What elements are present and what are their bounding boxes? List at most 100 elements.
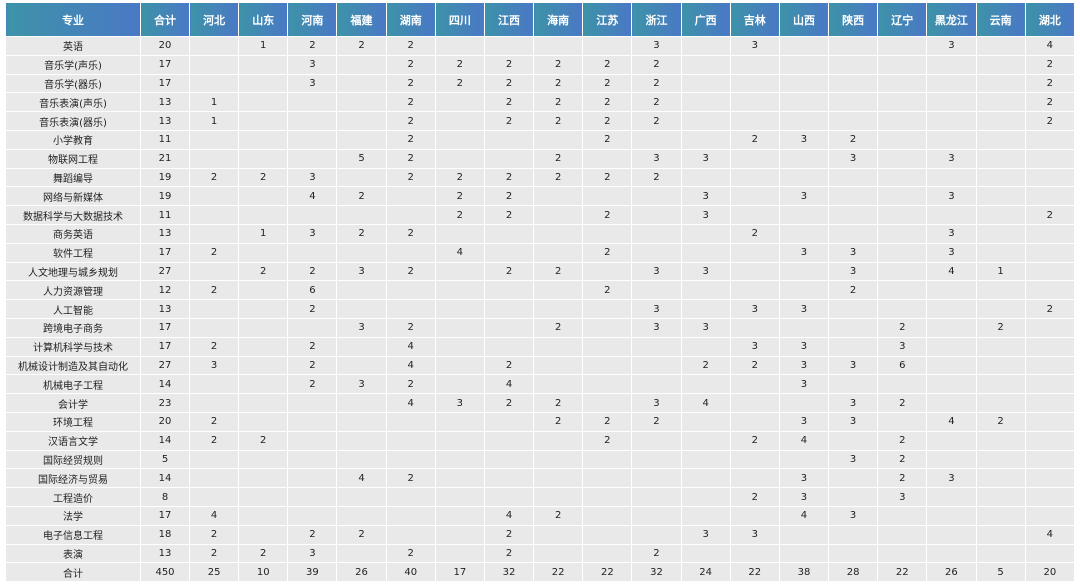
count-cell <box>828 205 879 225</box>
count-cell: 3 <box>680 524 731 545</box>
count-cell <box>483 36 535 56</box>
count-cell: 3 <box>778 129 830 150</box>
count-cell <box>1024 505 1076 526</box>
count-cell <box>680 543 731 564</box>
count-cell: 6 <box>877 355 928 376</box>
count-cell <box>828 336 879 357</box>
count-cell: 2 <box>631 54 682 75</box>
table-row: 网络与新媒体 19 4 2 2 2 3 3 3 <box>5 186 1076 207</box>
count-cell <box>188 36 240 56</box>
count-cell: 4 <box>385 336 436 357</box>
count-cell <box>336 449 387 470</box>
count-cell: 2 <box>582 92 633 113</box>
count-cell: 3 <box>828 411 879 432</box>
count-cell <box>434 280 485 301</box>
major-cell: 计算机科学与技术 <box>5 336 141 357</box>
header-cell: 辽宁 <box>877 2 928 37</box>
count-cell: 3 <box>336 261 387 282</box>
count-cell: 2 <box>582 73 633 94</box>
major-cell: 商务英语 <box>5 223 141 244</box>
count-cell <box>385 430 436 451</box>
count-cell: 6 <box>287 280 338 301</box>
count-cell <box>287 148 338 169</box>
total-cell: 22 <box>877 562 928 583</box>
count-cell <box>483 336 535 357</box>
major-cell: 人文地理与城乡规划 <box>5 261 141 282</box>
count-cell: 2 <box>287 299 338 319</box>
count-cell <box>336 299 387 319</box>
count-cell <box>385 205 436 225</box>
count-cell <box>287 92 338 113</box>
count-cell <box>188 374 240 395</box>
count-cell: 2 <box>483 167 535 188</box>
count-cell <box>926 280 977 301</box>
major-cell: 人工智能 <box>5 299 141 319</box>
count-cell <box>680 223 731 244</box>
count-cell: 2 <box>287 36 338 56</box>
table-row: 商务英语 13 1 3 2 2 2 3 <box>5 223 1076 244</box>
count-cell: 2 <box>582 54 633 75</box>
count-cell: 23 <box>140 393 190 413</box>
count-cell: 2 <box>729 355 780 376</box>
count-cell <box>778 543 830 564</box>
count-cell: 2 <box>188 411 240 432</box>
major-cell: 汉语言文学 <box>5 430 141 451</box>
count-cell: 2 <box>188 280 240 301</box>
header-cell: 河南 <box>287 2 338 37</box>
count-cell: 2 <box>533 505 584 526</box>
count-cell <box>877 92 928 113</box>
count-cell <box>336 355 387 376</box>
count-cell <box>188 449 240 470</box>
count-cell: 12 <box>140 280 190 301</box>
count-cell: 3 <box>729 524 780 545</box>
total-label: 合计 <box>5 562 141 583</box>
count-cell: 2 <box>483 54 535 75</box>
total-cell: 26 <box>336 562 387 583</box>
table-row: 机械电子工程 14 2 3 2 4 3 <box>5 374 1076 395</box>
count-cell <box>434 148 485 169</box>
count-cell: 3 <box>336 317 387 338</box>
count-cell <box>729 374 780 395</box>
count-cell <box>336 111 387 131</box>
count-cell: 19 <box>140 186 190 207</box>
count-cell <box>287 449 338 470</box>
count-cell: 2 <box>483 111 535 131</box>
major-cell: 音乐表演(声乐) <box>5 92 141 113</box>
count-cell: 2 <box>533 317 584 338</box>
count-cell <box>533 543 584 564</box>
count-cell <box>385 449 436 470</box>
count-cell <box>828 317 879 338</box>
count-cell <box>680 280 731 301</box>
count-cell <box>680 487 731 507</box>
count-cell <box>631 242 682 263</box>
count-cell <box>828 36 879 56</box>
count-cell <box>680 73 731 94</box>
count-cell: 3 <box>828 355 879 376</box>
table-body: 英语 20 1 2 2 2 3 3 3 4 音乐学(声乐) 17 3 2 2 2 2 2 2 2 音乐学(器乐) 17 3 2… <box>5 36 1076 583</box>
count-cell <box>877 242 928 263</box>
count-cell: 3 <box>680 148 731 169</box>
count-cell: 2 <box>1024 299 1076 319</box>
count-cell: 2 <box>631 167 682 188</box>
count-cell <box>828 54 879 75</box>
count-cell: 3 <box>287 543 338 564</box>
count-cell <box>877 261 928 282</box>
count-cell: 4 <box>188 505 240 526</box>
major-cell: 软件工程 <box>5 242 141 263</box>
count-cell <box>877 205 928 225</box>
major-cell: 法学 <box>5 505 141 526</box>
count-cell <box>582 524 633 545</box>
count-cell <box>483 242 535 263</box>
count-cell <box>975 299 1026 319</box>
count-cell <box>828 111 879 131</box>
header-cell: 四川 <box>434 2 485 37</box>
count-cell <box>188 468 240 489</box>
count-cell <box>336 543 387 564</box>
count-cell <box>631 487 682 507</box>
count-cell: 2 <box>188 167 240 188</box>
count-cell <box>975 280 1026 301</box>
count-cell: 2 <box>877 317 928 338</box>
count-cell <box>975 355 1026 376</box>
total-cell: 39 <box>287 562 338 583</box>
count-cell <box>336 393 387 413</box>
